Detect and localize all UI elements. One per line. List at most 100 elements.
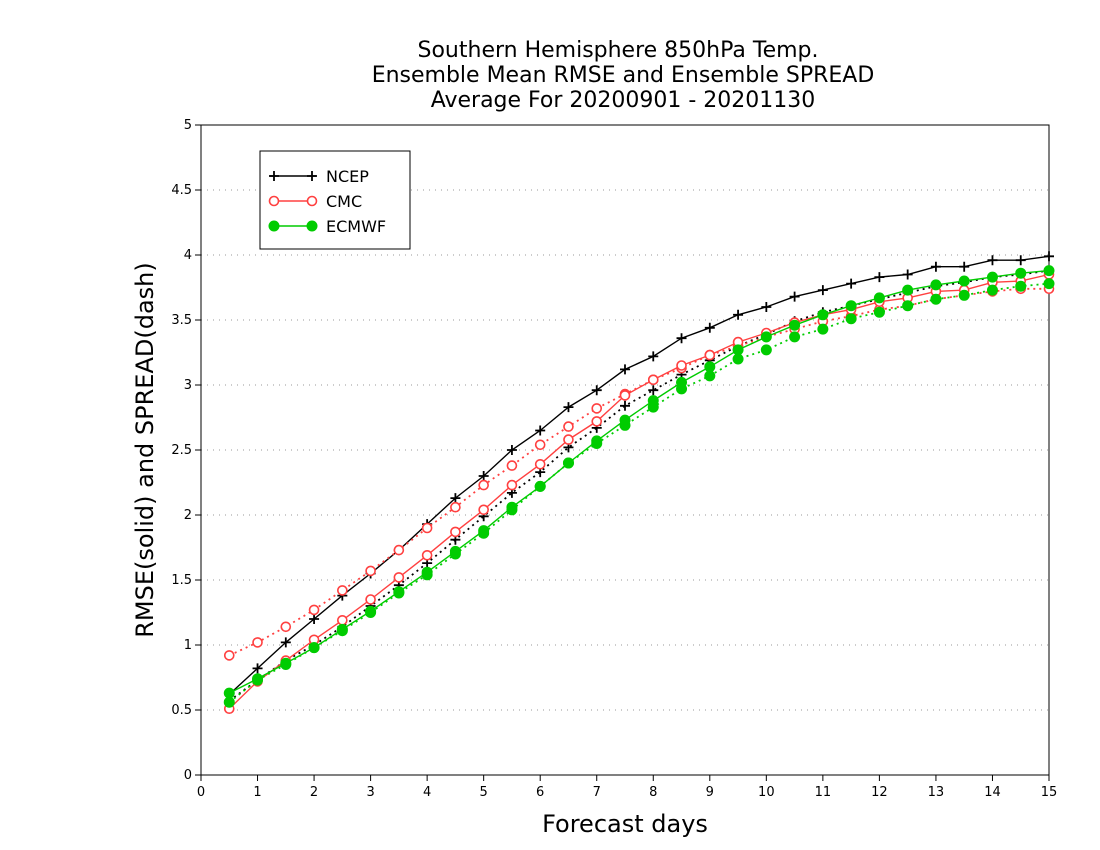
cmc-rmse-point <box>478 504 489 516</box>
x-axis-label: Forecast days <box>542 810 708 838</box>
x-tick-label: 0 <box>197 785 205 800</box>
ecmwf-rmse-point <box>534 480 546 492</box>
ecmwf-rmse-point <box>845 300 857 312</box>
cmc-rmse-point <box>393 572 405 583</box>
ncep-rmse-point <box>450 493 461 504</box>
cmc-rmse-series <box>223 269 1055 715</box>
cmc-spread-point <box>534 439 546 451</box>
ncep-rmse-point <box>846 278 857 289</box>
ecmwf-rmse-point <box>562 457 574 469</box>
ncep-rmse-point <box>478 471 489 481</box>
x-tick-label: 11 <box>815 785 832 800</box>
ecmwf-rmse-line <box>228 269 1050 694</box>
ncep-rmse-point <box>1015 255 1026 266</box>
y-tick-label: 0 <box>184 768 192 783</box>
chart-title: Southern Hemisphere 850hPa Temp. Ensembl… <box>372 38 875 113</box>
legend-marker <box>269 171 279 181</box>
ncep-rmse-point <box>1044 251 1054 262</box>
cmc-rmse-line <box>228 273 1050 710</box>
ecmwf-rmse-point <box>760 331 772 343</box>
ncep-rmse-point <box>252 663 263 674</box>
ncep-rmse-point <box>648 351 659 362</box>
ncep-rmse-point <box>676 333 687 344</box>
ecmwf-rmse-point <box>817 309 829 321</box>
ecmwf-rmse-point <box>478 525 490 537</box>
x-tick-label: 10 <box>758 785 775 800</box>
ncep-rmse-point <box>761 302 772 312</box>
x-tick-label: 7 <box>593 785 601 800</box>
legend-item-ecmwf: ECMWF <box>268 217 386 236</box>
ncep-rmse-point <box>591 385 602 396</box>
ecmwf-spread-point <box>732 353 744 365</box>
cmc-spread-point <box>393 544 405 556</box>
ecmwf-spread-point <box>986 284 998 296</box>
ecmwf-rmse-point <box>280 657 292 669</box>
y-tick-label: 3.5 <box>171 313 192 328</box>
cmc-spread-series <box>223 283 1055 661</box>
ecmwf-rmse-point <box>1015 267 1027 279</box>
ecmwf-rmse-series <box>223 265 1055 699</box>
cmc-spread-point <box>280 621 292 633</box>
ncep-rmse-point <box>817 285 828 296</box>
x-tick-label: 2 <box>310 785 318 800</box>
legend-marker <box>307 171 317 181</box>
ncep-rmse-point <box>309 614 320 624</box>
ecmwf-rmse-point <box>336 623 348 635</box>
ecmwf-spread-point <box>845 313 857 325</box>
grid <box>201 189 1049 711</box>
legend-marker <box>268 220 280 232</box>
legend-label-ncep: NCEP <box>326 167 369 186</box>
cmc-spread-point <box>337 585 348 596</box>
x-axis: 0 1 2 3 4 5 6 7 8 9 10 11 12 13 14 15 <box>197 775 1057 800</box>
ecmwf-spread-point <box>789 331 801 343</box>
ecmwf-spread-line <box>228 282 1050 703</box>
y-tick-label: 2.5 <box>171 443 192 458</box>
ecmwf-spread-point <box>873 306 885 318</box>
cmc-rmse-point <box>704 349 716 361</box>
ecmwf-rmse-point <box>647 395 659 407</box>
ncep-rmse-series <box>224 251 1054 700</box>
ecmwf-spread-point <box>1043 278 1055 290</box>
ncep-rmse-line <box>228 255 1050 695</box>
ecmwf-rmse-point <box>930 279 942 291</box>
cmc-spread-point <box>421 522 433 534</box>
ecmwf-spread-series <box>223 278 1055 708</box>
ncep-rmse-point <box>987 255 998 266</box>
cmc-spread-line <box>228 287 1049 657</box>
cmc-spread-point <box>478 479 489 491</box>
ecmwf-rmse-point <box>676 376 688 388</box>
ecmwf-rmse-point <box>252 673 264 685</box>
x-tick-label: 3 <box>366 785 374 800</box>
ecmwf-rmse-point <box>393 586 405 598</box>
cmc-spread-point <box>450 501 461 513</box>
title-line-3: Average For 20200901 - 20201130 <box>431 88 816 113</box>
y-tick-label: 1 <box>184 638 192 653</box>
cmc-rmse-point <box>450 526 461 538</box>
cmc-rmse-point <box>534 458 546 470</box>
ncep-rmse-point <box>733 309 744 320</box>
ecmwf-rmse-point <box>789 319 801 331</box>
cmc-spread-point <box>591 403 603 414</box>
x-tick-label: 9 <box>706 785 714 800</box>
ecmwf-spread-point <box>930 293 942 305</box>
ncep-rmse-point <box>930 261 941 272</box>
ecmwf-rmse-point <box>365 605 377 617</box>
cmc-spread-point <box>365 565 376 577</box>
ecmwf-rmse-point <box>619 414 631 426</box>
legend-box <box>259 150 411 250</box>
x-tick-label: 13 <box>928 785 945 800</box>
y-tick-label: 1.5 <box>171 573 192 588</box>
y-tick-label: 3 <box>184 378 192 393</box>
cmc-spread-point <box>506 460 518 471</box>
y-tick-label: 4.5 <box>171 183 192 198</box>
cmc-rmse-point <box>676 360 687 371</box>
y-axis-label: RMSE(solid) and SPREAD(dash) <box>131 262 159 638</box>
ecmwf-spread-point <box>902 300 914 312</box>
ncep-rmse-point <box>874 272 885 283</box>
series-layer <box>223 251 1055 715</box>
ncep-spread-line <box>228 269 1050 702</box>
legend-marker <box>268 195 280 207</box>
title-line-2: Ensemble Mean RMSE and Ensemble SPREAD <box>372 63 875 88</box>
ncep-rmse-point <box>620 364 630 375</box>
